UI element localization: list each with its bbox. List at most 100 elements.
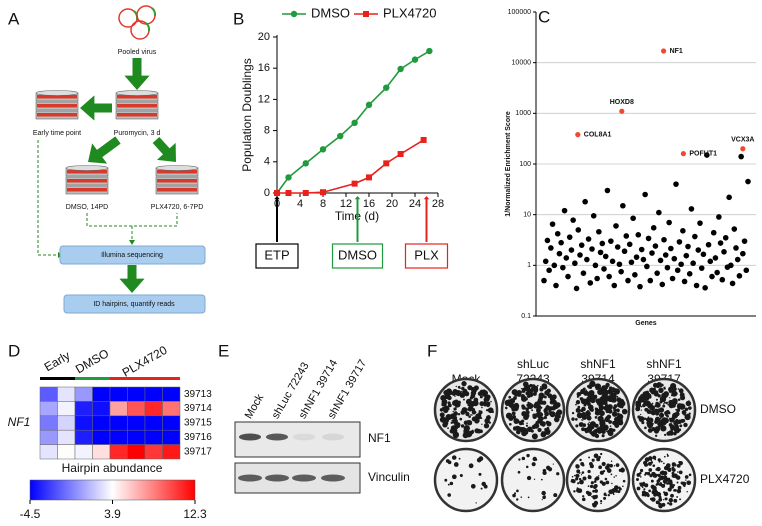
colony	[585, 430, 589, 434]
colony	[635, 406, 641, 412]
colony	[468, 415, 471, 418]
colony	[599, 397, 602, 400]
colony	[677, 388, 680, 390]
point	[577, 252, 583, 258]
point	[666, 219, 672, 226]
point	[716, 214, 722, 220]
x-axis-label: Genes	[635, 320, 657, 327]
heatmap-cell	[57, 429, 76, 445]
colony	[655, 402, 661, 408]
y-tick-label: 10000	[512, 60, 532, 67]
point	[680, 228, 686, 234]
colony	[673, 392, 676, 395]
colony	[481, 406, 483, 409]
colony	[679, 498, 682, 501]
colony	[547, 467, 553, 472]
colony	[638, 474, 641, 477]
colony	[669, 502, 673, 506]
y-tick-label: 4	[264, 156, 270, 168]
colony	[465, 398, 472, 405]
point	[320, 189, 326, 196]
colony	[441, 402, 446, 407]
colony	[599, 425, 605, 431]
colony	[652, 382, 658, 388]
colony	[475, 502, 477, 504]
heatmap-cell	[109, 444, 128, 460]
colony	[581, 471, 585, 474]
point	[743, 267, 750, 274]
colony	[526, 475, 532, 481]
point	[551, 262, 558, 269]
heatmap-cell	[57, 415, 76, 431]
point	[626, 241, 633, 248]
point	[671, 255, 678, 262]
colony	[611, 491, 615, 494]
colony	[587, 475, 592, 480]
colony	[530, 386, 534, 390]
colony	[463, 429, 468, 434]
point	[623, 233, 630, 239]
panel-letter: F	[427, 341, 437, 360]
colony	[652, 464, 656, 467]
annotation-arrow	[423, 196, 430, 242]
colony	[666, 401, 669, 404]
heatmap-cell	[74, 415, 93, 431]
colony	[603, 419, 606, 422]
point	[587, 280, 594, 286]
colony	[530, 391, 533, 395]
colony	[650, 479, 654, 483]
colony	[439, 412, 445, 418]
dish-media	[117, 104, 157, 108]
colony	[525, 424, 529, 427]
colony	[615, 475, 617, 477]
colony	[454, 395, 456, 397]
colony	[538, 429, 540, 432]
colony	[578, 422, 584, 428]
point	[548, 245, 554, 251]
colony	[580, 474, 583, 476]
point	[544, 237, 551, 244]
plate-column-label: shLuc	[517, 357, 549, 371]
heatmap-cell	[74, 444, 93, 460]
colony	[598, 399, 604, 404]
point	[383, 160, 390, 167]
y-tick-label: 0	[264, 187, 270, 199]
colony	[514, 492, 517, 495]
colony	[660, 505, 662, 507]
heatmap-cell	[39, 429, 58, 445]
colony	[612, 420, 616, 425]
colony	[641, 486, 644, 489]
colony	[585, 389, 588, 391]
heatmap-cell	[39, 444, 58, 460]
colony	[524, 385, 527, 387]
colony	[663, 387, 666, 390]
heatmap-cell	[127, 415, 146, 431]
colony	[471, 414, 473, 416]
colony	[592, 489, 595, 493]
point	[731, 226, 738, 232]
colony	[658, 407, 665, 413]
colony	[677, 485, 682, 490]
colony	[541, 499, 543, 501]
colony	[620, 467, 624, 471]
colony	[518, 458, 521, 461]
colony	[663, 391, 669, 397]
heatmap-cell	[127, 429, 146, 445]
point	[734, 256, 741, 263]
colony	[619, 405, 622, 409]
colony	[445, 459, 450, 463]
point	[616, 261, 623, 268]
colony	[581, 401, 585, 404]
colony	[517, 426, 522, 431]
dish-top	[65, 165, 109, 171]
colony	[473, 397, 479, 403]
colony	[657, 458, 661, 462]
heatmap-cell	[109, 415, 128, 431]
colorbar-tick-label: -4.5	[20, 507, 41, 521]
colony	[453, 407, 457, 411]
colony	[552, 463, 554, 465]
colony	[668, 399, 674, 405]
colony	[658, 387, 664, 394]
dish-top	[155, 165, 199, 171]
colony	[644, 483, 649, 488]
